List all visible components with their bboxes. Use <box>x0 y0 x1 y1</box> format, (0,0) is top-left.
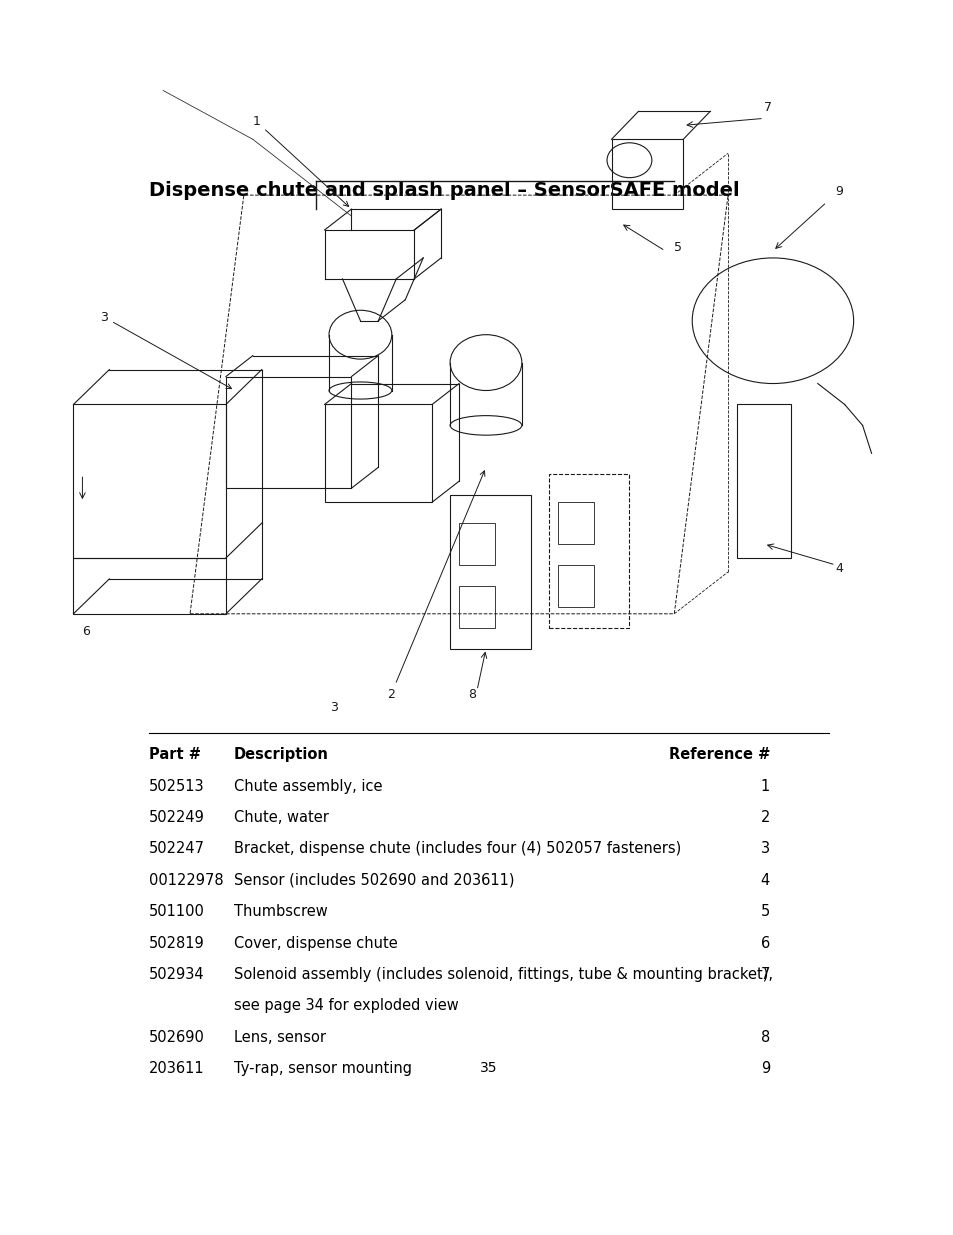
Text: Bracket, dispense chute (includes four (4) 502057 fasteners): Bracket, dispense chute (includes four (… <box>233 841 680 856</box>
Text: 4: 4 <box>760 873 769 888</box>
Text: Chute, water: Chute, water <box>233 810 329 825</box>
Text: Sensor (includes 502690 and 203611): Sensor (includes 502690 and 203611) <box>233 873 514 888</box>
Ellipse shape <box>450 416 521 435</box>
Bar <box>458 585 495 627</box>
Bar <box>558 503 593 543</box>
Text: 4: 4 <box>835 562 842 576</box>
Text: 1: 1 <box>253 115 348 206</box>
Text: 6: 6 <box>82 625 91 637</box>
Text: 501100: 501100 <box>149 904 205 919</box>
Text: 3: 3 <box>329 701 337 715</box>
Bar <box>73 405 226 558</box>
Bar <box>548 474 629 627</box>
Bar <box>611 140 682 209</box>
Text: 9: 9 <box>760 1061 769 1076</box>
Text: 1: 1 <box>760 779 769 794</box>
Bar <box>226 377 351 488</box>
Text: Lens, sensor: Lens, sensor <box>233 1030 326 1045</box>
Text: 8: 8 <box>760 1030 769 1045</box>
Ellipse shape <box>329 382 392 399</box>
Text: Chute assembly, ice: Chute assembly, ice <box>233 779 382 794</box>
Text: 9: 9 <box>835 185 842 198</box>
Bar <box>450 495 530 648</box>
Text: 3: 3 <box>100 311 232 389</box>
Text: 502249: 502249 <box>149 810 205 825</box>
Text: 00122978: 00122978 <box>149 873 223 888</box>
Text: 35: 35 <box>479 1061 497 1076</box>
Text: Thumbscrew: Thumbscrew <box>233 904 327 919</box>
Bar <box>458 524 495 564</box>
Text: 502690: 502690 <box>149 1030 205 1045</box>
Text: 502513: 502513 <box>149 779 204 794</box>
Text: 203611: 203611 <box>149 1061 204 1076</box>
Text: 2: 2 <box>387 471 484 700</box>
Text: Solenoid assembly (includes solenoid, fittings, tube & mounting bracket),: Solenoid assembly (includes solenoid, fi… <box>233 967 772 982</box>
Text: 8: 8 <box>468 688 476 700</box>
Text: 502819: 502819 <box>149 936 204 951</box>
Text: Description: Description <box>233 747 329 762</box>
Text: see page 34 for exploded view: see page 34 for exploded view <box>233 998 458 1014</box>
Text: 6: 6 <box>760 936 769 951</box>
Text: 7: 7 <box>763 101 771 115</box>
Text: 3: 3 <box>760 841 769 856</box>
Text: 5: 5 <box>674 241 681 254</box>
Text: 502934: 502934 <box>149 967 204 982</box>
Text: Cover, dispense chute: Cover, dispense chute <box>233 936 397 951</box>
Text: 502247: 502247 <box>149 841 205 856</box>
Bar <box>558 564 593 606</box>
Text: Part #: Part # <box>149 747 201 762</box>
Text: Ty-rap, sensor mounting: Ty-rap, sensor mounting <box>233 1061 412 1076</box>
Text: Reference #: Reference # <box>668 747 769 762</box>
Text: Dispense chute and splash panel – SensorSAFE model: Dispense chute and splash panel – Sensor… <box>149 182 739 200</box>
Bar <box>737 405 790 558</box>
Text: 2: 2 <box>760 810 769 825</box>
Text: 7: 7 <box>760 967 769 982</box>
Bar <box>73 558 226 614</box>
Text: 5: 5 <box>760 904 769 919</box>
Bar <box>324 405 432 503</box>
